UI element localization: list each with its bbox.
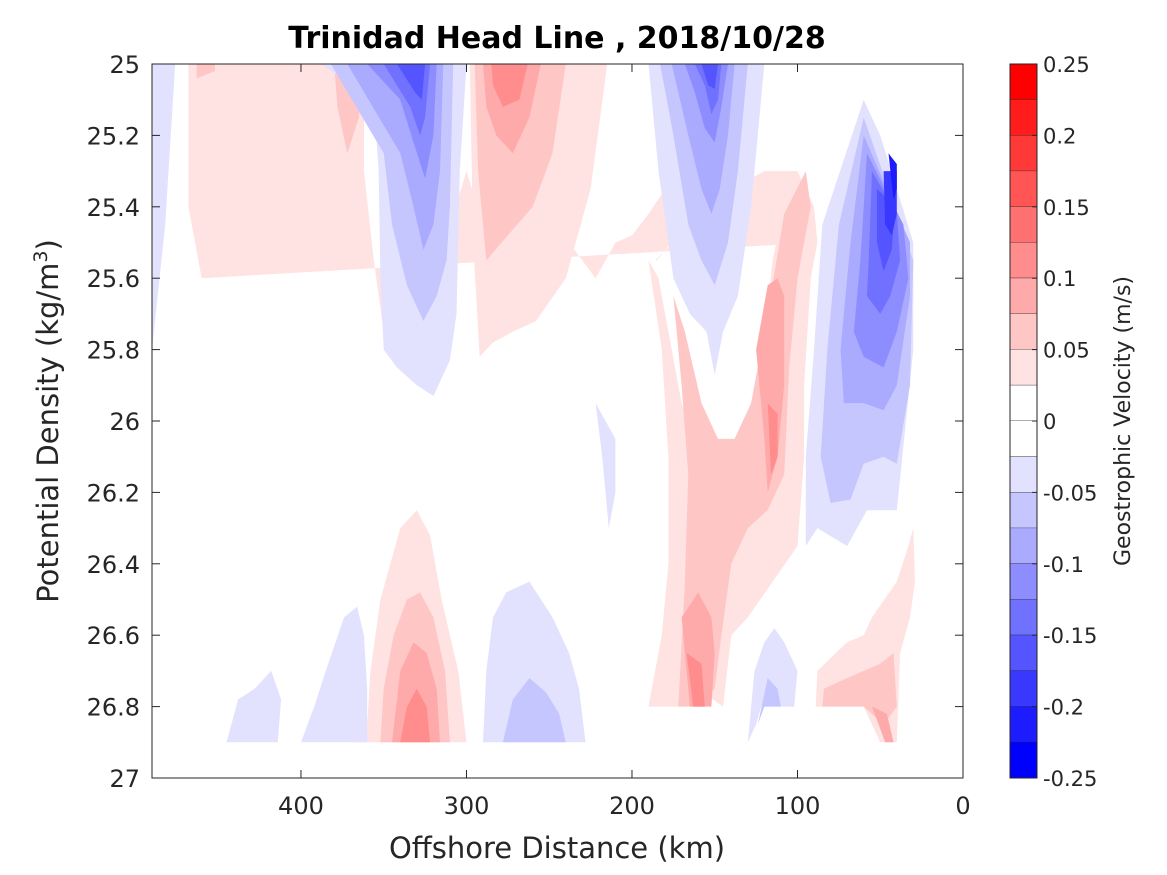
y-tick-label: 26.8 [87,694,140,722]
y-axis-label-close: ) [31,239,65,250]
plot-area: 400 300 200 100 0 25 25.2 25.4 25.6 25.8 26 26.2 26… [87,51,971,820]
colorbar-tick-label: 0.05 [1043,339,1090,363]
chart-title: Trinidad Head Line , 2018/10/28 [288,21,825,56]
contour-region-34 [767,403,778,475]
colorbar-swatch-8 [1010,349,1037,386]
y-tick-label: 25.8 [87,337,140,365]
y-axis-label: Potential Density (kg/m3) [30,239,65,603]
colorbar-swatch-2 [1010,135,1037,172]
y-axis-label-superscript: 3 [30,250,52,262]
contour-region-41 [483,581,586,743]
contour-region-44 [757,678,781,725]
colorbar-swatch-14 [1010,563,1037,600]
contour-region-9 [397,64,426,100]
colorbar-swatch-4 [1010,206,1037,243]
x-axis-label: Offshore Distance (km) [389,831,725,865]
x-tick-label: 200 [609,792,655,820]
colorbar-swatch-12 [1010,492,1037,529]
contour-region-13 [491,64,528,107]
colorbar-tick-label: -0.15 [1043,624,1097,648]
contour-region-47 [872,706,894,743]
x-tick-label: 300 [444,792,490,820]
contour-region-46 [822,653,897,725]
colorbar-swatch-18 [1010,706,1037,743]
colorbar-label: Geostrophic Velocity (m/s) [1111,276,1136,566]
y-tick-label: 25 [109,51,140,79]
colorbar-swatch-6 [1010,278,1037,315]
colorbar-tick-label: 0.15 [1043,196,1090,220]
colorbar-swatch-17 [1010,670,1037,707]
colorbar-swatches [1010,64,1037,779]
contour-region-33 [686,653,705,707]
x-axis: 400 300 200 100 0 [278,64,971,820]
contour-region-40 [301,606,368,743]
y-tick-label: 26.6 [87,622,140,650]
y-axis: 25 25.2 25.4 25.6 25.8 26 26.2 26.4 26.6 26.8 27 [87,51,963,793]
colorbar-ticks: 0.25 0.2 0.15 0.1 0.05 0 -0.05 -0.1 -0.15 -0.2 -0.… [1032,53,1097,791]
colorbar-tick-label: -0.2 [1043,696,1084,720]
colorbar-swatch-9 [1010,385,1037,422]
contour-region-28 [595,403,616,529]
colorbar: 0.25 0.2 0.15 0.1 0.05 0 -0.05 -0.1 -0.15 -0.2 -0.… [1009,53,1097,791]
colorbar-tick-label: 0.2 [1043,124,1076,148]
contour-region-39 [226,670,282,743]
contour-layer [152,64,915,743]
y-tick-label: 25.2 [87,122,140,150]
y-axis-label-base: Potential Density (kg/m [31,263,65,603]
contour-region-27 [888,153,897,200]
colorbar-swatch-10 [1010,421,1037,457]
contour-region-2 [196,64,215,79]
contour-region-19 [701,64,718,89]
y-tick-label: 26.4 [87,551,140,579]
y-tick-label: 27 [109,765,140,793]
colorbar-swatch-13 [1010,528,1037,565]
x-tick-label: 400 [278,792,324,820]
colorbar-swatch-16 [1010,635,1037,672]
colorbar-swatch-1 [1010,99,1037,136]
colorbar-swatch-7 [1010,313,1037,350]
x-tick-label: 100 [775,792,821,820]
x-tick-label: 0 [955,792,970,820]
contour-region-38 [400,688,431,743]
colorbar-tick-label: 0.1 [1043,267,1076,291]
colorbar-tick-label: -0.25 [1043,767,1097,791]
colorbar-swatch-0 [1010,64,1037,100]
colorbar-swatch-3 [1010,171,1037,208]
y-tick-label: 26.2 [87,479,140,507]
contour-region-42 [502,678,566,743]
colorbar-tick-label: 0 [1043,410,1056,434]
colorbar-tick-label: -0.05 [1043,481,1097,505]
y-tick-label: 25.4 [87,194,140,222]
y-tick-label: 26 [109,408,140,436]
colorbar-swatch-5 [1010,242,1037,279]
y-tick-label: 25.6 [87,265,140,293]
colorbar-swatch-11 [1010,456,1037,493]
colorbar-swatch-15 [1010,599,1037,636]
colorbar-tick-label: 0.25 [1043,53,1090,77]
colorbar-tick-label: -0.1 [1043,553,1084,577]
colorbar-swatch-19 [1010,742,1037,779]
